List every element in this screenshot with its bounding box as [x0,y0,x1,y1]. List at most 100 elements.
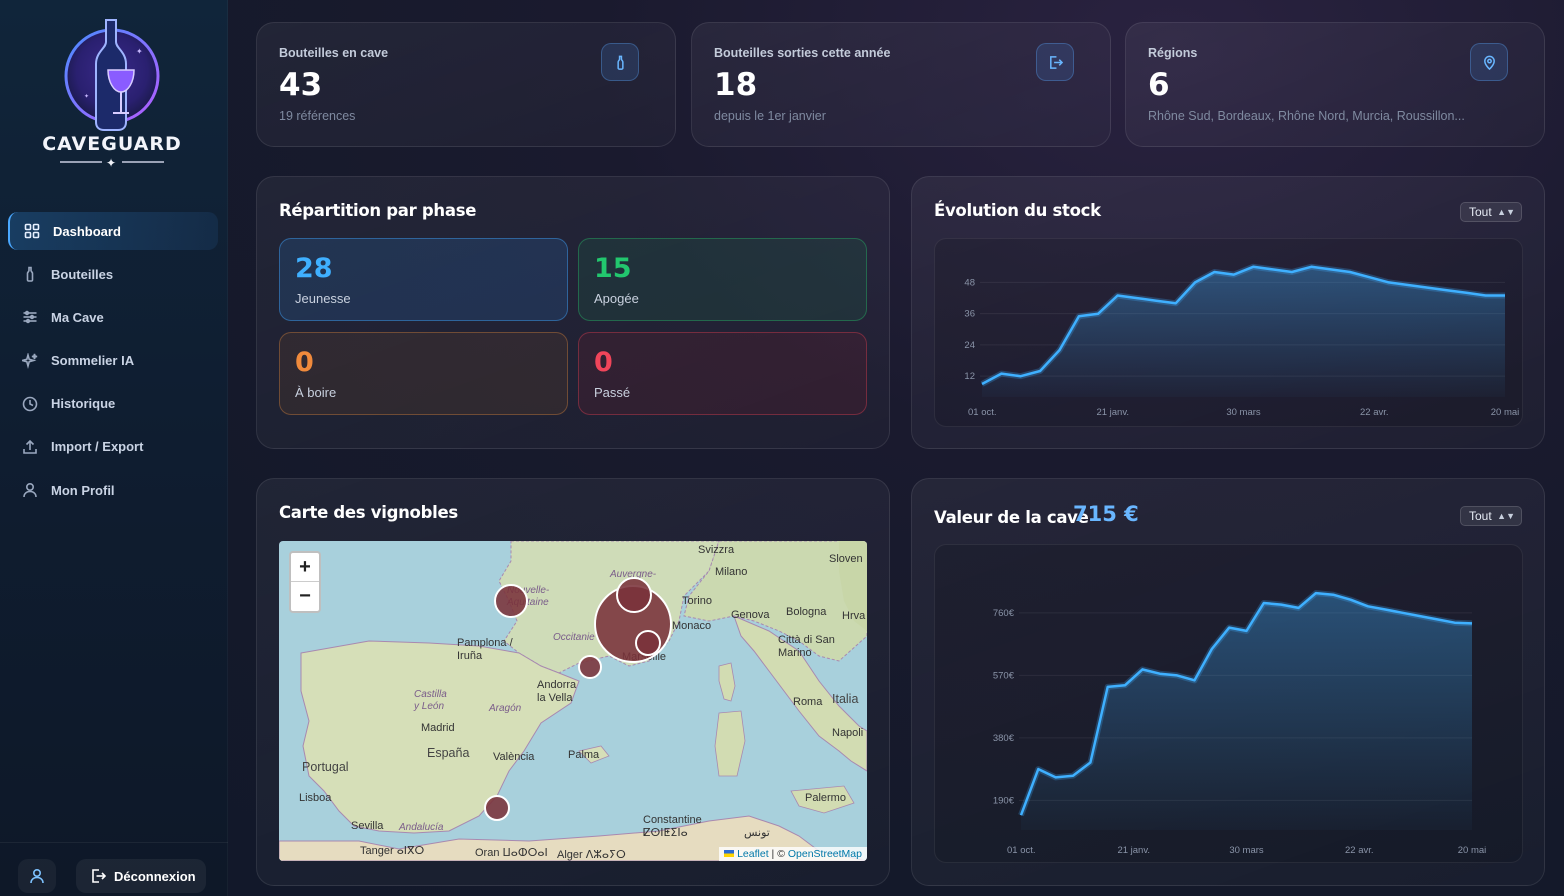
map-city-label: Città di San Marino [778,634,835,659]
ukraine-flag-icon [724,850,735,857]
zoom-out-button[interactable]: − [299,585,311,607]
stat-label: Bouteilles sorties cette année [714,46,891,60]
phase-value: 0 [594,347,613,378]
select-arrows-icon: ▲▼ [1497,207,1515,217]
phase-label: Passé [594,385,631,400]
stock-chart-area: 12 24 36 48 01 oct. 21 janv. 30 mars 22 avr. 20 … [934,238,1523,427]
stock-chart: 12 24 36 48 01 oct. 21 janv. 30 mars 22 avr. 20 … [964,263,1519,418]
app-name: CAVEGUARD [42,133,182,155]
value-chart-area: 190€ 380€ 570€ 760€ 01 oct. 21 janv. 30 mars 22… [934,544,1523,863]
x-tick-label: 30 mars [1229,845,1264,856]
leaflet-link[interactable]: Leaflet [737,848,769,860]
vineyard-map[interactable]: + − Portugal España Italia Svizzra Milan… [279,541,867,861]
sidebar-item-label: Dashboard [53,223,121,239]
stat-sub: 19 références [279,109,356,123]
sliders-icon [23,311,37,324]
sidebar-item-import-export[interactable]: Import / Export [8,428,218,466]
phase-value: 15 [594,253,632,284]
stat-sub: depuis le 1er janvier [714,109,826,123]
x-tick-label: 21 janv. [1096,407,1129,418]
map-region-label: Andalucía [399,822,444,833]
map-city-label: Roma [793,696,823,708]
sidebar: ✦ ✦ ✦ CAVEGUARD Dashboard Bouteilles Ma … [0,0,228,896]
phase-apogee: 15 Apogée [578,238,867,321]
bottle-icon [616,55,624,70]
clock-icon [22,396,38,412]
zoom-in-button[interactable]: + [291,553,319,582]
stat-value: 43 [279,67,323,103]
map-zoom-control: + − [289,551,321,613]
map-city-label: Pamplona / Iruña [457,637,513,662]
sidebar-item-bouteilles[interactable]: Bouteilles [8,255,218,293]
attribution-separator: | © [771,848,785,860]
profile-button[interactable] [18,859,56,893]
logout-button[interactable]: Déconnexion [76,859,206,893]
sidebar-item-ma-cave[interactable]: Ma Cave [8,298,218,336]
y-tick-label: 570€ [993,670,1015,681]
phase-jeunesse: 28 Jeunesse [279,238,568,321]
sidebar-item-sommelier-ia[interactable]: Sommelier IA [8,342,218,380]
map-country-label: Portugal [302,760,349,774]
series-line [1019,591,1473,816]
sidebar-item-label: Import / Export [51,439,144,455]
sidebar-nav: Dashboard Bouteilles Ma Cave Sommelier I… [8,212,218,514]
stat-card-bottles: Bouteilles en cave 43 19 références [256,22,676,147]
stat-label: Régions [1148,46,1198,60]
map-city-label: Genova [731,609,770,621]
phase-label: Jeunesse [295,291,351,306]
sidebar-item-label: Mon Profil [51,482,115,498]
map-city-label: Andorra la Vella [537,679,577,704]
y-tick-label: 12 [964,371,975,382]
vineyard-marker[interactable] [494,584,528,618]
map-region-label: Castilla y León [414,689,447,712]
map-city-label: Palermo [805,792,846,804]
map-city-label: Hrva [842,610,866,622]
svg-text:✦: ✦ [84,93,89,100]
stat-sub: Rhône Sud, Bordeaux, Rhône Nord, Murcia,… [1148,109,1465,123]
vineyard-marker[interactable] [635,630,661,656]
vineyard-marker[interactable] [578,655,602,679]
map-city-label: Tanger ⴰⵏⴳⵔ [360,845,425,857]
svg-text:✦: ✦ [106,156,116,170]
logout-icon [92,869,106,883]
stock-period-select[interactable]: Tout ▲▼ [1460,202,1522,222]
value-period-select[interactable]: Tout ▲▼ [1460,506,1522,526]
map-country-label: España [427,746,470,760]
stat-value: 6 [1148,67,1170,103]
sidebar-item-label: Ma Cave [51,309,104,325]
phase-label: À boire [295,385,337,400]
sidebar-item-mon-profil[interactable]: Mon Profil [8,471,218,509]
x-tick-label: 20 mai [1458,845,1487,856]
value-chart-card: Valeur de la cave 715 € Tout ▲▼ 190€ 380€… [911,478,1545,886]
x-tick-label: 21 janv. [1117,845,1150,856]
series-line [981,265,1505,386]
sidebar-item-dashboard[interactable]: Dashboard [8,212,218,250]
osm-link[interactable]: OpenStreetMap [787,848,862,860]
y-tick-label: 190€ [993,795,1015,806]
map-city-label: Madrid [421,722,455,734]
stat-card-regions: Régions 6 Rhône Sud, Bordeaux, Rhône Nor… [1125,22,1545,147]
area-fill [1021,593,1472,830]
upload-icon [23,439,37,454]
phase-card: Répartition par phase 28 Jeunesse 15 Apo… [256,176,890,449]
phase-passe: 0 Passé [578,332,867,415]
user-icon [23,483,37,498]
map-region-label: Aragón [489,703,522,714]
phase-label: Apogée [594,291,639,306]
exit-icon [1049,55,1063,69]
map-city-label: Torino [682,595,712,607]
map-city-label: Svizzra [698,544,735,556]
map-city-label: Milano [715,566,748,578]
select-value: Tout [1469,509,1492,523]
map-card: Carte des vignobles + − Po [256,478,890,886]
y-tick-label: 24 [964,340,975,351]
sidebar-item-historique[interactable]: Historique [8,385,218,423]
vineyard-marker[interactable] [484,795,510,821]
map-city-label: تونس [744,827,770,839]
stock-chart-title: Évolution du stock [934,201,1101,220]
vineyard-marker[interactable] [616,577,652,613]
caveguard-logo-icon: ✦ ✦ ✦ [60,19,164,170]
logout-label: Déconnexion [114,868,196,884]
y-tick-label: 380€ [993,733,1015,744]
stat-icon-box [1470,43,1508,81]
